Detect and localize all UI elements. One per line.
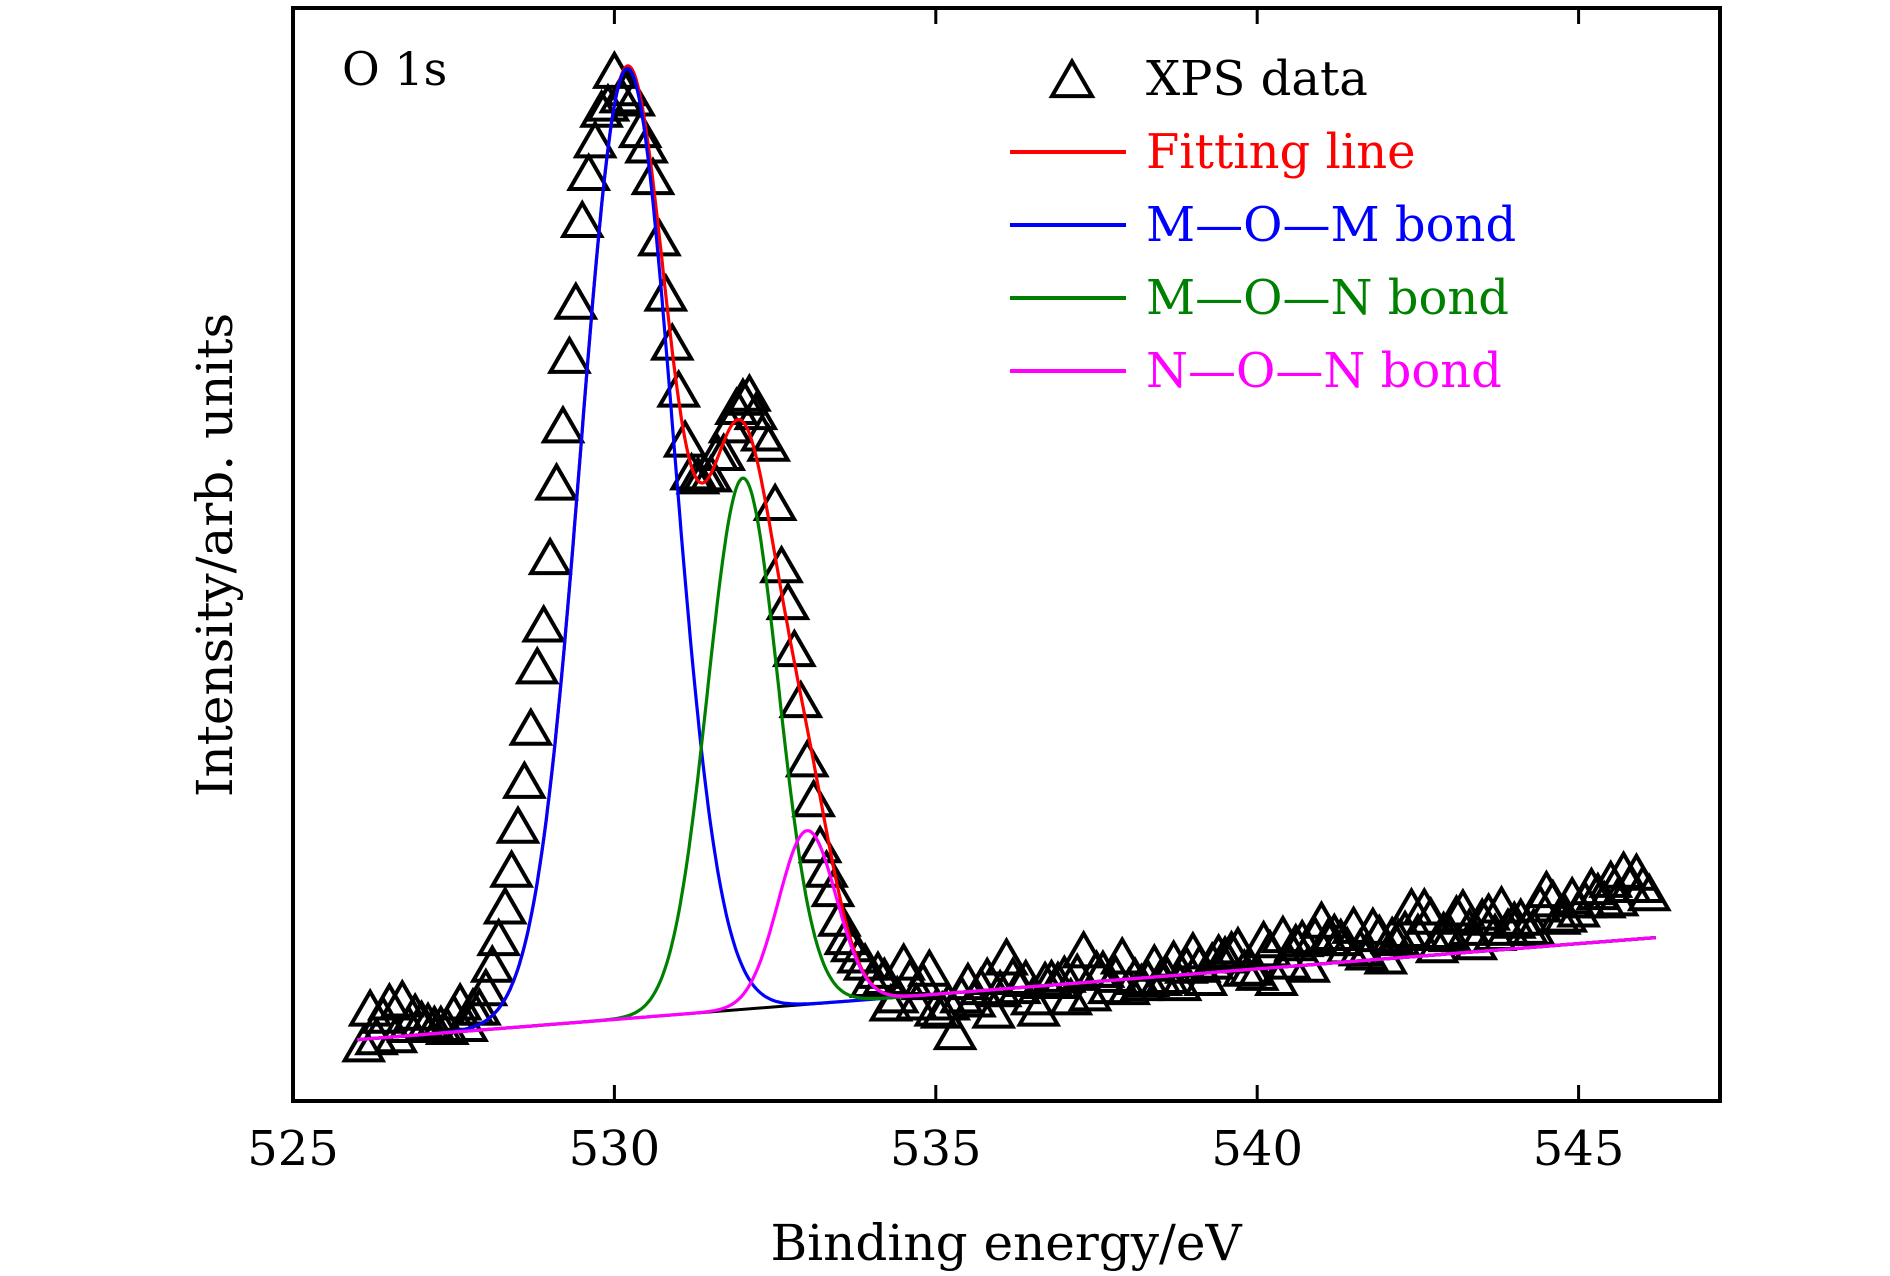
xps-data-point bbox=[1247, 928, 1293, 968]
legend: XPS data Fitting line M—O—M bond M—O—N bond… bbox=[1010, 51, 1516, 399]
xps-data-point bbox=[759, 544, 804, 584]
xps-data-point bbox=[534, 461, 580, 501]
xps-data-point bbox=[611, 77, 657, 117]
xps-data-point bbox=[469, 943, 515, 983]
xps-data-point bbox=[617, 109, 663, 149]
xps-data-point bbox=[482, 885, 528, 925]
xps-data-point bbox=[810, 868, 856, 908]
xps-data-point bbox=[971, 989, 1017, 1029]
xps-data-point bbox=[932, 1011, 978, 1051]
y-axis-label: Intensity/arb. units bbox=[186, 313, 244, 797]
xps-data-point bbox=[1119, 962, 1164, 1002]
xps-data-point bbox=[662, 418, 708, 458]
xps-data-point bbox=[765, 581, 811, 621]
legend-label: Fitting line bbox=[1146, 124, 1416, 180]
xps-data-point bbox=[341, 1023, 387, 1063]
x-tick-label: 545 bbox=[1533, 1121, 1625, 1177]
xps-data-point bbox=[540, 404, 586, 444]
xps-data-point bbox=[553, 280, 599, 320]
xps-data-point bbox=[1035, 960, 1081, 1000]
xps-data-point bbox=[566, 152, 612, 192]
xps-data-point bbox=[463, 967, 509, 1007]
legend-label: XPS data bbox=[1146, 51, 1368, 107]
xps-data-point bbox=[624, 124, 670, 164]
legend-label: M—O—N bond bbox=[1146, 270, 1509, 326]
xps-data-point bbox=[1369, 915, 1415, 955]
xps-data-point bbox=[1459, 896, 1505, 936]
xps-data-point bbox=[784, 738, 830, 778]
xps-data-point bbox=[1080, 948, 1126, 988]
xps-data-point bbox=[1273, 922, 1319, 962]
xps-data-point bbox=[688, 453, 734, 493]
legend-marker-xps-data bbox=[1048, 57, 1096, 99]
xps-data-point bbox=[906, 947, 952, 987]
xps-data-point bbox=[746, 422, 792, 462]
xps-data-point bbox=[366, 981, 412, 1021]
xps-data-point bbox=[791, 778, 837, 818]
x-tick-label: 535 bbox=[890, 1121, 982, 1177]
n-o-n-bond-line bbox=[357, 829, 1656, 1042]
xps-data-point bbox=[559, 199, 605, 239]
panel-label: O 1s bbox=[342, 42, 447, 96]
xps-data-point bbox=[1099, 935, 1145, 975]
xps-data-point bbox=[926, 981, 972, 1021]
xps-data-point bbox=[643, 272, 689, 312]
x-tick-label: 525 bbox=[247, 1121, 339, 1177]
xps-data-point bbox=[495, 804, 541, 844]
xps-data-point bbox=[675, 455, 721, 495]
xps-data-point bbox=[514, 645, 560, 685]
xps-data-point bbox=[945, 961, 991, 1001]
xps-data-point bbox=[1016, 987, 1062, 1027]
xps-data-point bbox=[1626, 872, 1672, 912]
xps-data-point bbox=[1196, 932, 1242, 972]
xps-data-point bbox=[1234, 951, 1280, 991]
x-axis-label: Binding energy/eV bbox=[770, 1214, 1242, 1272]
x-tick-label: 530 bbox=[569, 1121, 661, 1177]
x-axis-ticks: 525 530 535 540 545 bbox=[247, 8, 1624, 1177]
xps-data-point bbox=[521, 603, 567, 643]
xps-data-point bbox=[546, 334, 592, 374]
legend-label: M—O—M bond bbox=[1146, 197, 1516, 253]
xps-data-point bbox=[1029, 958, 1074, 998]
xps-data-point bbox=[1453, 921, 1499, 961]
xps-data-point bbox=[778, 679, 824, 719]
data-layer bbox=[341, 49, 1672, 1063]
xps-data-point bbox=[1427, 913, 1473, 953]
xps-data-point bbox=[579, 88, 625, 128]
xps-data-point bbox=[881, 941, 927, 981]
xps-data-point bbox=[572, 119, 618, 159]
xps-data-point bbox=[894, 981, 939, 1021]
xps-data-point bbox=[501, 759, 547, 799]
xps-data-point bbox=[476, 917, 522, 957]
xps-data-point bbox=[701, 432, 747, 471]
xps-data-point bbox=[1337, 927, 1383, 967]
legend-label: N—O—N bond bbox=[1146, 343, 1502, 399]
xps-data-point bbox=[489, 848, 535, 888]
xps-data-point bbox=[1061, 929, 1107, 969]
xps-data-point bbox=[527, 536, 573, 576]
xps-data-point bbox=[418, 1004, 464, 1043]
xps-data-point bbox=[1209, 929, 1254, 969]
xps-data-point bbox=[508, 706, 554, 746]
x-tick-label: 540 bbox=[1211, 1121, 1303, 1177]
